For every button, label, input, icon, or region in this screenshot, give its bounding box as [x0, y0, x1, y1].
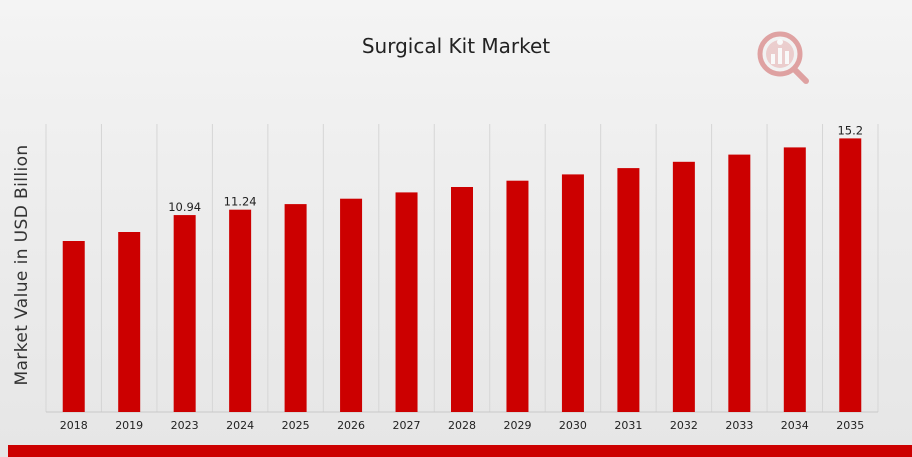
- x-tick-label: 2031: [614, 419, 642, 432]
- x-tick-label: 2030: [559, 419, 587, 432]
- x-tick-label: 2026: [337, 419, 365, 432]
- brand-logo-icon: [757, 31, 809, 84]
- x-tick-label: 2035: [836, 419, 864, 432]
- x-tick-label: 2033: [725, 419, 753, 432]
- footer-accent-bar: [8, 445, 912, 457]
- bar-2029: [506, 180, 529, 412]
- x-tick-label: 2024: [226, 419, 254, 432]
- chart-title: Surgical Kit Market: [361, 34, 551, 58]
- x-tick-label: 2029: [503, 419, 531, 432]
- x-tick-label: 2018: [60, 419, 88, 432]
- x-tick-label: 2027: [393, 419, 421, 432]
- x-tick-label: 2023: [171, 419, 199, 432]
- bar-2024: [229, 209, 252, 412]
- data-label: 10.94: [168, 200, 201, 214]
- x-tick-label: 2019: [115, 419, 143, 432]
- bar-2032: [672, 161, 695, 412]
- x-tick-label: 2034: [781, 419, 809, 432]
- data-label: 11.24: [224, 195, 257, 209]
- bar-2019: [118, 232, 141, 412]
- bar-2027: [395, 192, 418, 412]
- bar-2026: [340, 198, 363, 412]
- x-tick-label: 2028: [448, 419, 476, 432]
- bar-2028: [451, 187, 473, 412]
- bar-2023: [173, 215, 196, 412]
- bar-2025: [284, 204, 307, 412]
- x-tick-label: 2032: [670, 419, 698, 432]
- data-label: 15.2: [837, 123, 863, 137]
- bar-2035: [839, 138, 862, 412]
- bar-2031: [617, 168, 640, 412]
- x-tick-label: 2025: [282, 419, 310, 432]
- bar-2033: [728, 154, 751, 412]
- bar-2030: [561, 174, 584, 412]
- bar-2034: [783, 147, 806, 412]
- bar-2018: [62, 241, 85, 412]
